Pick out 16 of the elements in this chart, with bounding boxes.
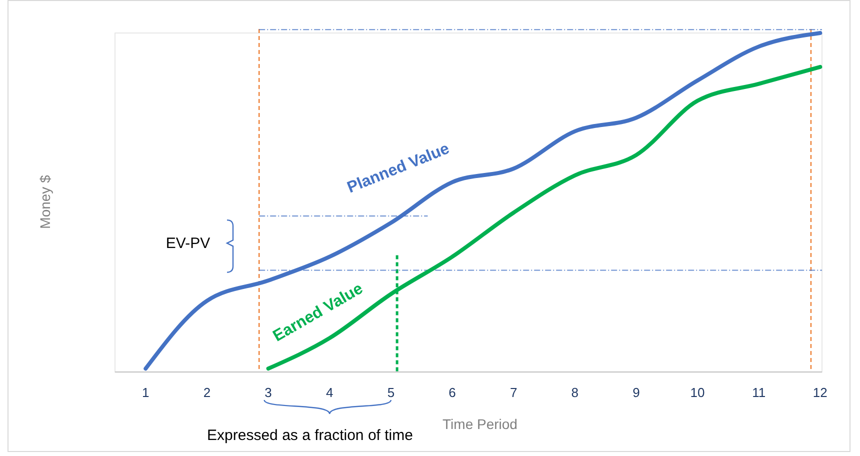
y-axis-title: Money $ bbox=[37, 174, 53, 229]
x-tick-label: 10 bbox=[690, 385, 705, 400]
text: Expressed as a fraction of time bbox=[207, 427, 413, 444]
x-tick-label: 12 bbox=[812, 385, 828, 400]
annotation: EV-PV bbox=[166, 235, 210, 252]
x-tick-label: 5 bbox=[387, 385, 395, 400]
x-tick-label: 4 bbox=[326, 385, 334, 400]
x-tick-label: 8 bbox=[571, 385, 579, 400]
x-tick-label: 7 bbox=[510, 385, 518, 400]
x-tick-label: 6 bbox=[448, 385, 456, 400]
x-tick-label: 1 bbox=[142, 385, 150, 400]
x-tick-label: 2 bbox=[203, 385, 211, 400]
x-tick-label: 11 bbox=[752, 385, 766, 400]
x-tick-label: 3 bbox=[264, 385, 272, 400]
x-axis-title: Time Period bbox=[442, 416, 518, 432]
x-tick-label: 9 bbox=[632, 385, 640, 400]
